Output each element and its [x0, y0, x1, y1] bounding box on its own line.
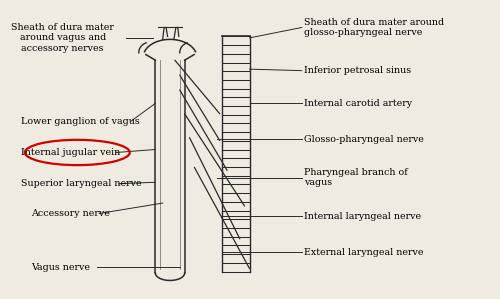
Text: Vagus nerve: Vagus nerve	[31, 263, 90, 271]
Text: Superior laryngeal nerve: Superior laryngeal nerve	[21, 179, 142, 188]
Text: External laryngeal nerve: External laryngeal nerve	[304, 248, 424, 257]
Text: Internal jugular vein: Internal jugular vein	[21, 148, 120, 157]
Text: Sheath of dura mater
around vagus and
accessory nerves: Sheath of dura mater around vagus and ac…	[11, 23, 114, 53]
Text: Lower ganglion of vagus: Lower ganglion of vagus	[21, 117, 140, 126]
Text: Internal carotid artery: Internal carotid artery	[304, 99, 412, 108]
Text: Inferior petrosal sinus: Inferior petrosal sinus	[304, 66, 412, 75]
Text: Sheath of dura mater around
glosso-pharyngeal nerve: Sheath of dura mater around glosso-phary…	[304, 18, 444, 37]
Text: Pharyngeal branch of
vagus: Pharyngeal branch of vagus	[304, 168, 408, 187]
Text: Internal laryngeal nerve: Internal laryngeal nerve	[304, 212, 422, 221]
Text: Accessory nerve: Accessory nerve	[31, 209, 110, 218]
Text: Glosso-pharyngeal nerve: Glosso-pharyngeal nerve	[304, 135, 424, 144]
